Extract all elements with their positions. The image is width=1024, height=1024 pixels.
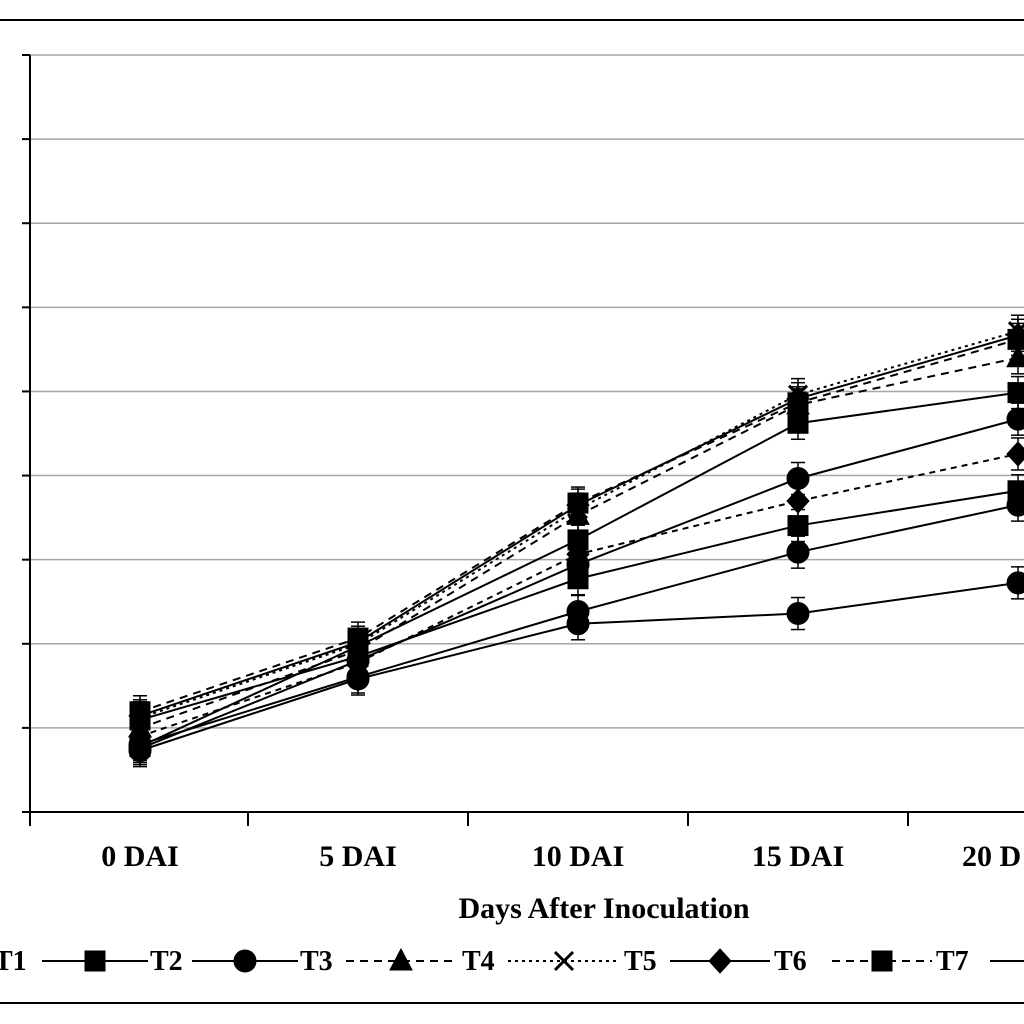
legend-swatch-3 (346, 947, 456, 971)
series-t3 (128, 566, 1024, 768)
legend-swatch-4 (508, 950, 620, 972)
data-point (567, 492, 589, 514)
legend-label-t6: T6 (774, 946, 807, 977)
data-point (566, 599, 590, 623)
data-point (1006, 571, 1024, 595)
legend-swatch-5 (670, 948, 770, 974)
series-line (139, 356, 1019, 730)
legend-swatches (42, 947, 1024, 974)
data-point (786, 488, 810, 514)
legend-swatch-marker (389, 947, 413, 971)
legend-label-t7: T7 (936, 946, 969, 977)
x-tick-label-4: 20 D (962, 840, 1021, 873)
legend-swatch-marker (708, 948, 732, 974)
legend-label-t3: T3 (300, 946, 333, 977)
data-point (1007, 328, 1024, 350)
x-axis-title: Days After Inoculation (458, 892, 749, 925)
legend-swatch-marker (84, 950, 106, 972)
series-line (139, 330, 1019, 719)
data-point (1006, 493, 1024, 517)
data-point (787, 392, 809, 414)
legend-swatch-2 (192, 949, 298, 973)
data-point (1006, 441, 1024, 467)
series-t5 (129, 314, 1024, 735)
x-tick-label-2: 10 DAI (532, 840, 625, 873)
series-t10 (128, 437, 1024, 754)
legend-label-t1: T1 (0, 946, 27, 977)
legend: T1 T2 T3 T4 T5 T6 T7 (0, 946, 1024, 977)
legend-label-t5: T5 (624, 946, 657, 977)
series-t9 (128, 488, 1024, 762)
x-tick-label-1: 5 DAI (319, 840, 397, 873)
data-point (786, 602, 810, 626)
data-point (786, 540, 810, 564)
data-point (787, 515, 809, 537)
data-point (1007, 382, 1024, 404)
x-tick-labels: 0 DAI 5 DAI 10 DAI 15 DAI 20 D (101, 840, 1021, 873)
legend-swatch-marker (233, 949, 257, 973)
data-point (566, 541, 590, 567)
x-axis-ticks (29, 812, 909, 826)
data-point (129, 701, 151, 723)
legend-label-t4: T4 (462, 946, 495, 977)
y-axis-ticks (22, 54, 30, 813)
series-layer (128, 314, 1024, 768)
data-point (128, 723, 152, 750)
legend-swatch-6 (832, 950, 932, 972)
data-point (346, 649, 370, 676)
legend-label-t2: T2 (150, 946, 183, 977)
legend-swatch-1 (42, 950, 148, 972)
plot-area (22, 54, 1024, 826)
data-point (1006, 407, 1024, 431)
legend-swatch-marker (871, 950, 893, 972)
legend-swatch-marker (553, 950, 575, 972)
x-tick-label-0: 0 DAI (101, 840, 179, 873)
x-tick-label-3: 15 DAI (752, 840, 845, 873)
